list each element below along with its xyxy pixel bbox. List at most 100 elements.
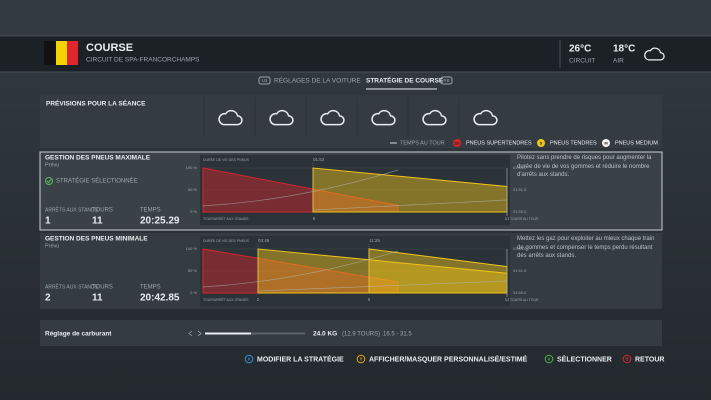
strategy-title: GESTION DES PNEUS MAXIMALE <box>45 155 151 162</box>
lap-time-label: 01:53.0 <box>513 165 527 170</box>
strategy-status: Prévu <box>45 162 59 168</box>
button-icon <box>544 354 554 364</box>
slider-track[interactable] <box>205 332 305 335</box>
x-tick-label: 11 <box>505 297 510 302</box>
check-mark <box>46 179 52 184</box>
circuit-name: CIRCUIT DE SPA-FRANCORCHAMPS <box>86 57 200 64</box>
header-band <box>0 36 711 72</box>
button-icon-label: Y <box>360 357 363 362</box>
tab-icon-label: LB <box>262 78 268 83</box>
stat-label: TEMPS <box>140 208 161 214</box>
forecast-title: PRÉVISIONS POUR LA SÉANCE <box>46 99 146 108</box>
x-tick-label: 2 <box>257 297 260 302</box>
chart-axis-title: DURÉE DE VIE DES PNEUS <box>203 238 250 243</box>
legend-icon-label: SS <box>454 140 460 145</box>
stat-value: 2 <box>45 293 51 304</box>
chart-axis-title: TOUR/ARRÊT AUX STANDS <box>203 297 249 302</box>
lap-time-label: 01:50.0 <box>513 209 527 214</box>
lap-time-label: 01:51.5 <box>513 187 527 192</box>
y-tick-label: 50 % <box>188 268 198 273</box>
footer-action[interactable]: AFFICHER/MASQUER PERSONNALISÉ/ESTIMÉ <box>369 354 528 363</box>
tab-icon <box>258 76 271 85</box>
y-tick-label: 100 % <box>186 165 198 170</box>
lap-time-line <box>257 280 508 292</box>
lap-time-line <box>202 169 399 207</box>
air-label: AIR <box>613 58 624 65</box>
slider-arrows[interactable] <box>188 330 202 337</box>
fuel-laps: (12.9 TOURS) <box>342 332 380 338</box>
strategy-status: Prévu <box>45 243 59 249</box>
pit-time-label: 01:52 <box>313 157 325 162</box>
chart-axis-title: DURÉE DE VIE DES PNEUS <box>203 157 250 162</box>
tab-active[interactable]: STRATÉGIE DE COURSE <box>366 76 444 85</box>
stat-value: 20:25.29 <box>140 216 180 227</box>
stat-value: 11 <box>92 293 103 304</box>
flag-black <box>44 41 56 65</box>
stat-label: TEMPS <box>140 285 161 291</box>
lap-time-label: 01:53.0 <box>513 246 527 251</box>
legend-label: PNEUS SUPERTENDRES <box>466 140 532 146</box>
x-tick-label: 11 <box>505 216 510 221</box>
lap-time-label: 01:50.0 <box>513 290 527 295</box>
stat-label: TOURS <box>92 285 113 291</box>
selected-label: STRATÉGIE SÉLECTIONNÉE <box>56 178 138 185</box>
button-icon <box>244 354 254 364</box>
lap-time-label: 01:51.5 <box>513 268 527 273</box>
stat-label: ARRÊTS AUX STANDS <box>45 205 99 213</box>
x-tick-label: 6 <box>313 216 316 221</box>
tab-icon-label: RB <box>443 78 449 83</box>
footer-action[interactable]: MODIFIER LA STRATÉGIE <box>257 354 344 363</box>
flag-red <box>67 41 78 65</box>
stat-value: 1 <box>45 216 51 227</box>
button-icon-label: X <box>248 357 251 362</box>
strategy-title: GESTION DES PNEUS MINIMALE <box>45 236 148 243</box>
x-tick-label: 6 <box>368 297 371 302</box>
y-tick-label: 0 % <box>190 290 197 295</box>
stat-value: 11 <box>92 216 103 227</box>
legend-icon <box>537 139 545 147</box>
y-tick-label: 100 % <box>186 246 198 251</box>
legend-icon <box>453 139 461 147</box>
lap-time-line <box>312 199 508 211</box>
fuel-label: Réglage de carburant <box>45 331 112 338</box>
y-tick-label: 50 % <box>188 187 198 192</box>
legend-icon <box>602 139 610 147</box>
button-icon <box>356 354 366 364</box>
air-temp: 18°C <box>613 44 635 55</box>
circuit-temp: 26°C <box>569 44 591 55</box>
button-icon <box>622 354 632 364</box>
chart-axis-title: TOUR/ARRÊT AUX STANDS <box>203 216 249 221</box>
button-icon-label: A <box>547 357 550 362</box>
race-title: COURSE <box>86 42 133 54</box>
check-icon <box>45 177 53 185</box>
tab[interactable]: RÉGLAGES DE LA VOITURE <box>274 76 361 85</box>
chart-axis-title: TOURS AU TOUR <box>510 298 539 302</box>
slider-fill <box>205 332 251 335</box>
flag-yellow <box>56 41 67 65</box>
fuel-value: 24.0 KG <box>313 331 337 338</box>
y-tick-label: 0 % <box>190 209 197 214</box>
pit-time-label: 03:49 <box>258 238 270 243</box>
fuel-range: 16.5 - 31.5 <box>383 332 412 338</box>
footer-action[interactable]: SÉLECTIONNER <box>557 354 612 363</box>
strategy-description: Mettez les gaz pour exploiter au mieux c… <box>517 236 655 259</box>
fuel-panel[interactable] <box>40 320 662 346</box>
lap-time-line <box>202 250 399 288</box>
stat-label: TOURS <box>92 208 113 214</box>
button-icon-label: B <box>625 357 628 362</box>
legend-label: PNEUS MEDIUM <box>615 140 658 146</box>
forecast-panel <box>40 95 662 148</box>
pit-time-label: 11:29 <box>369 238 380 243</box>
tab-icon <box>440 76 453 85</box>
legend-icon-label: M <box>604 140 608 145</box>
circuit-label: CIRCUIT <box>569 58 595 65</box>
strategy-description: Pilotez sans prendre de risques pour aug… <box>517 155 652 178</box>
stat-label: ARRÊTS AUX STANDS <box>45 282 99 290</box>
stat-value: 20:42.85 <box>140 293 180 304</box>
legend-icon-label: S <box>540 140 543 145</box>
legend-label: TEMPS AU TOUR <box>400 140 445 146</box>
chart-axis-title: TOURS AU TOUR <box>510 217 539 221</box>
footer-action[interactable]: RETOUR <box>635 356 664 363</box>
